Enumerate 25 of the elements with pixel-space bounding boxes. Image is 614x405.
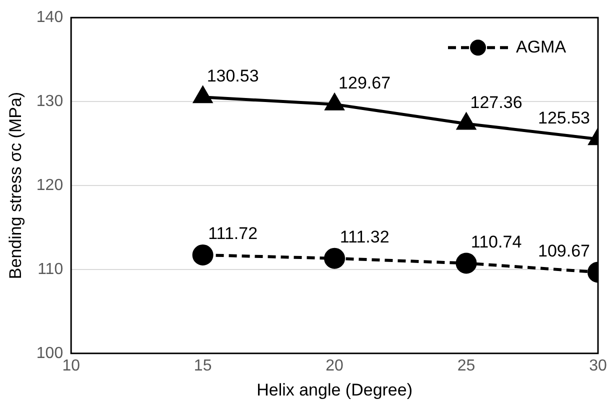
- data-label: 130.53: [206, 66, 259, 86]
- data-label: 111.72: [208, 224, 258, 244]
- x-tick-label: 15: [194, 357, 212, 374]
- y-tick-label: 140: [36, 9, 64, 26]
- data-label: 129.67: [338, 74, 391, 93]
- data-label: 125.53: [538, 108, 590, 128]
- x-tick-label: 10: [62, 357, 80, 374]
- data-label: 127.36: [470, 92, 522, 112]
- y-axis-title: Bending stress σc (MPa): [6, 92, 25, 280]
- y-tick-label: 100: [36, 344, 64, 362]
- x-tick-label: 30: [589, 357, 607, 374]
- data-label: 110.74: [470, 232, 522, 252]
- data-label: 109.67: [538, 241, 590, 260]
- point: [325, 94, 344, 110]
- y-tick-label: 110: [38, 260, 64, 278]
- point: [192, 244, 214, 266]
- y-tick-label: 120: [36, 176, 64, 194]
- point: [194, 86, 212, 104]
- x-tick-label: 25: [457, 357, 476, 374]
- point: [324, 248, 346, 269]
- data-label: 111.32: [340, 228, 390, 247]
- x-tick-label: 20: [326, 357, 344, 374]
- x-axis-title: Helix angle (Degree): [256, 380, 412, 400]
- legend-label: AGMA: [516, 37, 567, 56]
- y-tick-label: 130: [36, 92, 64, 110]
